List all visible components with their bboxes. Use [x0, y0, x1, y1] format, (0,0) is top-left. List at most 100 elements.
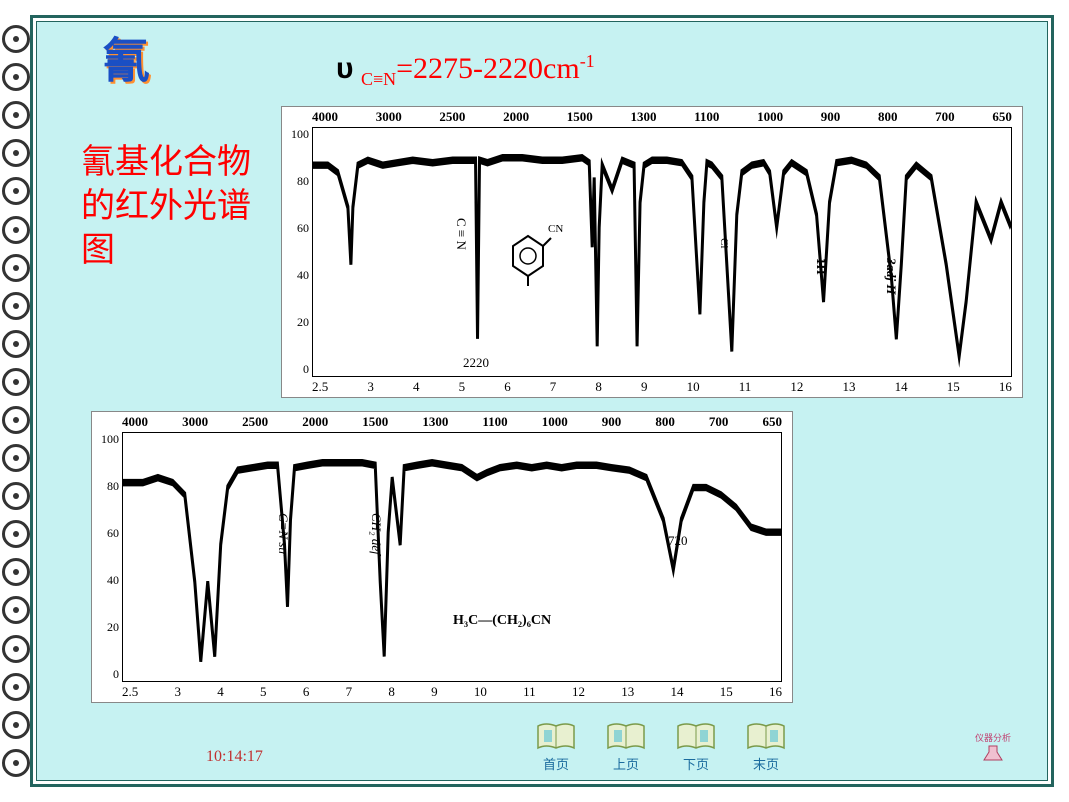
tick: 80	[95, 479, 119, 494]
tick: 1100	[694, 109, 719, 125]
tick: 3000	[182, 414, 208, 430]
slide-page: 氰 υ C≡N=2275-2220cm-1 氰基化合物的红外光谱图 4000 3…	[0, 0, 1069, 802]
formula-nu: υ	[336, 52, 353, 85]
analysis-button[interactable]: 仪器分析	[973, 731, 1013, 766]
nav-first-button[interactable]: 首页	[536, 720, 576, 773]
tick: 11	[523, 684, 536, 700]
tick: 900	[821, 109, 841, 125]
peak-720-label: 720	[668, 533, 688, 549]
tick: 7	[346, 684, 353, 700]
ring	[2, 292, 30, 320]
molecule-icon: Cl	[503, 228, 553, 288]
ring	[2, 254, 30, 282]
tick: 8	[595, 379, 602, 395]
ring	[2, 558, 30, 586]
tick: 100	[95, 432, 119, 447]
ring	[2, 101, 30, 129]
nav-next-button[interactable]: 下页	[676, 720, 716, 773]
chart1-bottom-axis: 2.5 3 4 5 6 7 8 9 10 11 12 13 14 15 16	[312, 379, 1012, 395]
nav-label: 末页	[753, 754, 779, 773]
tick: 12	[790, 379, 803, 395]
tick: 4000	[122, 414, 148, 430]
ring	[2, 520, 30, 548]
tick: 2000	[302, 414, 328, 430]
flask-icon	[981, 744, 1005, 762]
tick: 5	[260, 684, 267, 700]
tick: 2500	[439, 109, 465, 125]
nav-prev-button[interactable]: 上页	[606, 720, 646, 773]
ring	[2, 25, 30, 53]
tick: 80	[285, 174, 309, 189]
tick: 3000	[376, 109, 402, 125]
peak-cn-str-label: C≡N str	[275, 513, 291, 556]
ring	[2, 444, 30, 472]
tick: 0	[285, 362, 309, 377]
ring	[2, 673, 30, 701]
peak-cl-label: Cl	[718, 238, 730, 248]
chart1-top-axis: 4000 3000 2500 2000 1500 1300 1100 1000 …	[312, 109, 1012, 125]
tick: 15	[720, 684, 733, 700]
tick: 1000	[542, 414, 568, 430]
ring	[2, 177, 30, 205]
formula-eq: =2275-2220cm	[396, 52, 580, 85]
ring	[2, 216, 30, 244]
tick: 650	[992, 109, 1012, 125]
tick: 13	[842, 379, 855, 395]
nav-label: 下页	[683, 754, 709, 773]
book-icon	[606, 720, 646, 752]
tick: 60	[285, 221, 309, 236]
tick: 650	[762, 414, 782, 430]
peak-2220-label: 2220	[463, 355, 489, 371]
tick: 60	[95, 526, 119, 541]
ring	[2, 482, 30, 510]
ring	[2, 749, 30, 777]
side-title: 氰基化合物的红外光谱图	[81, 141, 281, 274]
tick: 1300	[630, 109, 656, 125]
ring	[2, 596, 30, 624]
tick: 700	[709, 414, 729, 430]
tick: 15	[947, 379, 960, 395]
tick: 4	[413, 379, 420, 395]
tick: 6	[504, 379, 511, 395]
tick: 14	[895, 379, 908, 395]
ring	[2, 711, 30, 739]
nav-label: 上页	[613, 754, 639, 773]
ring	[2, 368, 30, 396]
tick: 3	[367, 379, 374, 395]
chart1-plot: C ≡ N 2220 Cl CN Cl 1H 3adj H	[312, 127, 1012, 377]
tick: 10	[474, 684, 487, 700]
tick: 9	[431, 684, 438, 700]
tick: 700	[935, 109, 955, 125]
tick: 40	[285, 268, 309, 283]
nav-bar: 首页 上页 下页 末页	[536, 720, 786, 773]
tick: 2.5	[122, 684, 138, 700]
tick: 100	[285, 127, 309, 142]
ir-spectrum-chart-2: 4000 3000 2500 2000 1500 1300 1100 1000 …	[91, 411, 793, 703]
chart1-svg	[313, 128, 1011, 376]
tick: 2.5	[312, 379, 328, 395]
tick: 11	[739, 379, 752, 395]
analysis-label: 仪器分析	[975, 731, 1011, 744]
chart1-left-axis: 0 20 40 60 80 100	[285, 127, 309, 377]
molecule-formula: H₃C—(CH₂)₆CN	[453, 613, 551, 629]
timestamp: 10:14:17	[206, 748, 263, 766]
tick: 800	[655, 414, 675, 430]
ring	[2, 635, 30, 663]
logo-character: 氰	[96, 26, 156, 86]
tick: 800	[878, 109, 898, 125]
tick: 1500	[567, 109, 593, 125]
spiral-binding	[0, 0, 30, 802]
formula-title: υ C≡N=2275-2220cm-1	[336, 51, 595, 90]
tick: 2000	[503, 109, 529, 125]
peak-3adj-label: 3adj H	[883, 258, 899, 294]
tick: 16	[999, 379, 1012, 395]
tick: 5	[459, 379, 466, 395]
nav-last-button[interactable]: 末页	[746, 720, 786, 773]
peak-1h-label: 1H	[813, 258, 829, 275]
content-area: 氰 υ C≡N=2275-2220cm-1 氰基化合物的红外光谱图 4000 3…	[36, 21, 1048, 781]
peak-cn-label: C ≡ N	[453, 218, 469, 250]
tick: 8	[388, 684, 395, 700]
tick: 20	[95, 620, 119, 635]
book-icon	[746, 720, 786, 752]
tick: 20	[285, 315, 309, 330]
